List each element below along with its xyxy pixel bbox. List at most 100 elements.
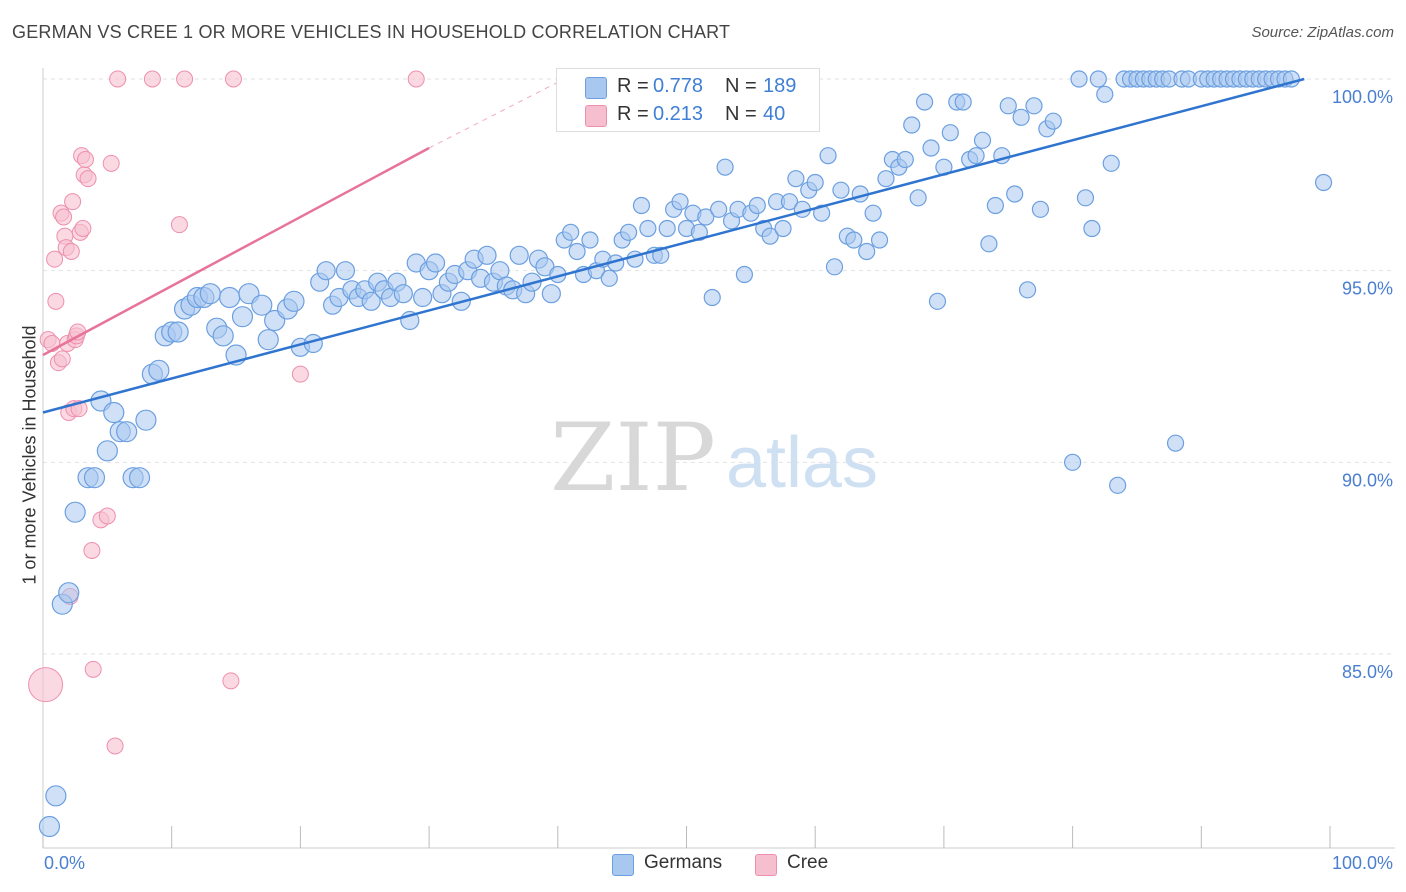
german-point [1314,173,1333,192]
cree-point [46,250,64,268]
cree-trend-extension [428,78,565,149]
german-point [967,147,985,165]
stats-legend-row-germans: R = 0.778 N = 189 [557,73,819,101]
german-point [819,147,837,165]
german-point [212,325,234,347]
cree-point [143,70,161,88]
cree-point [106,737,124,755]
y-tick-label: 90.0% [1342,470,1393,490]
german-point [703,288,721,307]
german-point [1102,154,1120,172]
german-point [735,265,754,284]
tick-labels: 85.0% 90.0% 95.0% 100.0% 0.0% 100.0% [44,87,1393,873]
german-points [38,70,1333,838]
german-point [96,440,118,462]
german-point [64,501,86,523]
y-tick-label: 100.0% [1332,87,1393,107]
german-point [257,329,279,351]
german-point [425,253,446,273]
german-point [639,219,657,238]
german-point [658,219,676,238]
cree-trend-line [42,146,430,357]
cree-point [47,292,65,310]
german-point [1096,85,1114,103]
german-point [1006,185,1024,203]
german-point [83,467,106,489]
y-tick-label: 85.0% [1342,662,1393,682]
cree-point [291,365,309,383]
german-point [619,223,638,241]
german-point [716,158,734,176]
german-point [909,189,927,207]
cree-point [79,170,97,188]
german-point [219,286,241,309]
germans-swatch [612,854,634,876]
r-label: R = [617,103,649,125]
watermark: ZIP atlas [550,404,878,513]
german-point [135,409,157,431]
watermark-atlas: atlas [726,423,878,503]
german-point [1012,108,1030,126]
german-point [774,219,792,238]
german-point [199,283,221,305]
german-trend-line [42,77,1305,414]
watermark-zip: ZIP [550,404,716,513]
german-point [845,231,863,249]
german-point [922,139,940,157]
trend-lines [42,77,1305,414]
german-point [877,170,895,188]
cree-point [55,208,73,226]
cree-point [98,507,116,525]
stats-legend: R = 0.778 N = 189 R = 0.213 N = 40 [556,68,820,132]
cree-point [176,70,194,88]
legend-label-cree: Cree [787,852,829,873]
cree-point [84,660,102,678]
german-point [600,269,618,287]
german-point [509,245,529,265]
german-point [1076,189,1095,207]
german-point [915,93,934,111]
german-point [787,170,805,188]
german-point [116,421,138,443]
german-point [562,223,580,241]
german-point [864,204,882,222]
german-point [697,208,715,226]
cree-point [28,667,64,703]
german-point [1031,200,1050,218]
source-label: Source: ZipAtlas.com [1251,24,1394,41]
cree-point [83,542,101,559]
german-point [941,124,959,142]
german-point [335,261,356,281]
german-point [632,196,651,215]
german-point [813,204,831,222]
german-point [806,173,824,192]
germans-swatch [585,77,607,99]
german-point [671,193,689,211]
german-point [568,242,586,261]
german-point [581,231,599,249]
chart-title: GERMAN VS CREE 1 OR MORE VEHICLES IN HOU… [12,22,731,42]
german-point [283,290,305,312]
n-label: N = [725,75,757,97]
german-point [980,235,998,253]
n-label: N = [725,103,757,125]
german-point [1070,70,1088,88]
german-point [761,227,779,245]
german-point [858,242,876,261]
n-value: 189 [763,75,797,97]
german-point [1166,434,1185,452]
german-point [690,223,708,241]
german-point [928,292,947,310]
r-value: 0.213 [653,103,704,125]
german-point [231,306,254,328]
german-point [710,200,728,218]
german-point [541,284,561,304]
german-point [148,359,170,381]
r-label: R = [617,75,649,97]
y-tick-label: 95.0% [1342,279,1393,299]
german-point [413,287,433,308]
german-point [1089,70,1107,88]
german-point [393,284,413,304]
german-point [361,291,381,311]
cree-swatch [585,105,607,127]
